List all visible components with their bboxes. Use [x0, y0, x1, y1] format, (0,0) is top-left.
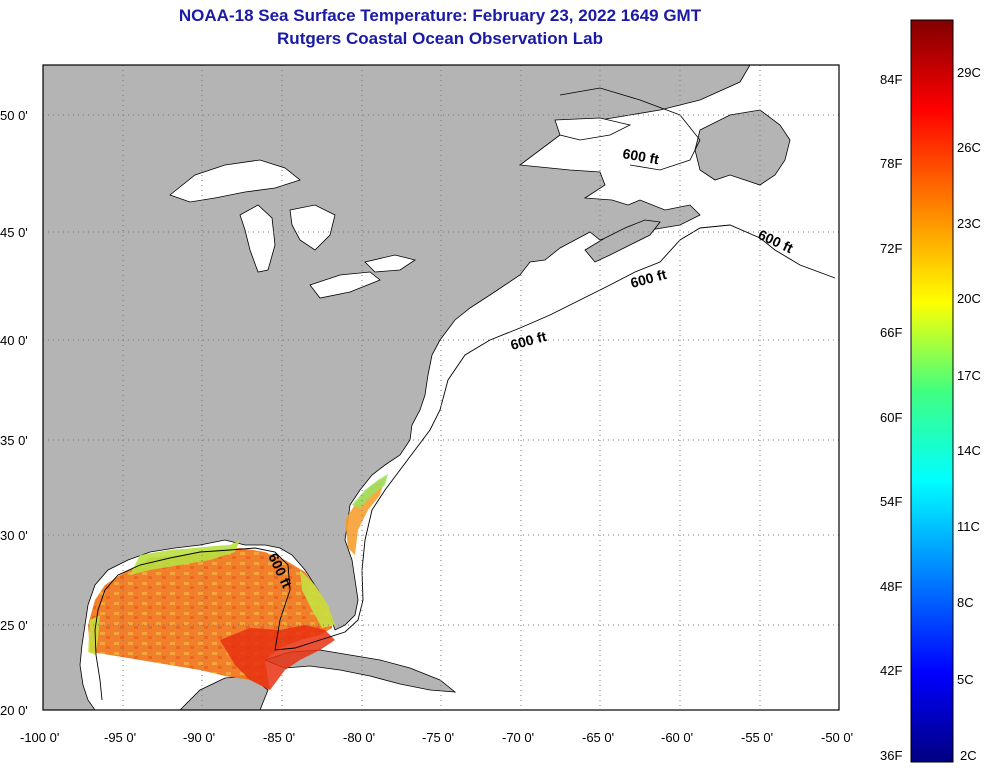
sst-atlantic-cool: [352, 474, 388, 508]
cb-c-label: 2C: [960, 748, 977, 763]
cb-c-label: 20C: [957, 291, 981, 306]
land-newfoundland: [694, 109, 791, 186]
map-subtitle: Rutgers Coastal Ocean Observation Lab: [277, 29, 603, 48]
lat-label: 20 0': [0, 703, 28, 718]
lat-label: 25 0': [0, 618, 28, 633]
lon-label: -90 0': [183, 730, 215, 745]
map-frame: [42, 64, 840, 711]
lon-label: -95 0': [104, 730, 136, 745]
cb-c-label: 8C: [957, 595, 974, 610]
lon-label: -85 0': [263, 730, 295, 745]
cb-f-label: 72F: [880, 241, 902, 256]
lon-label: -80 0': [343, 730, 375, 745]
cb-f-label: 84F: [880, 72, 902, 87]
colorbar-fahrenheit-labels: 84F 78F 72F 66F 60F 54F 48F 42F 36F: [880, 72, 902, 763]
cb-f-label: 42F: [880, 663, 902, 678]
lon-label: -70 0': [502, 730, 534, 745]
map-title: NOAA-18 Sea Surface Temperature: Februar…: [178, 6, 702, 25]
cb-f-label: 54F: [880, 494, 902, 509]
cb-f-label: 48F: [880, 579, 902, 594]
lon-label: -55 0': [741, 730, 773, 745]
lon-label: -65 0': [582, 730, 614, 745]
cb-f-label: 78F: [880, 156, 902, 171]
cb-c-label: 26C: [957, 140, 981, 155]
sst-gulf-cool: [130, 540, 240, 575]
sst-atlantic-coast: [345, 478, 385, 555]
land-nova-scotia: [584, 219, 661, 263]
longitude-labels: -100 0' -95 0' -90 0' -85 0' -80 0' -75 …: [20, 730, 853, 745]
cb-c-label: 11C: [957, 519, 980, 534]
lon-label: -100 0': [20, 730, 59, 745]
contour-label-1: 600 ft: [621, 145, 660, 167]
contour-600ft: [94, 224, 836, 701]
cb-c-label: 29C: [957, 65, 981, 80]
lat-label: 30 0': [0, 528, 28, 543]
lon-label: -50 0': [821, 730, 853, 745]
land-north-america: [43, 65, 751, 710]
cb-c-label: 5C: [957, 672, 974, 687]
great-lakes: [169, 117, 632, 299]
land-cuba: [263, 649, 457, 693]
lat-label: 45 0': [0, 225, 28, 240]
cb-c-label: 17C: [957, 368, 981, 383]
lat-label: 50 0': [0, 108, 28, 123]
cb-f-label: 36F: [880, 748, 902, 763]
cb-f-label: 60F: [880, 410, 902, 425]
colorbar-bar: [910, 19, 954, 763]
sst-gulf-warm: [220, 625, 335, 690]
sst-gulf-west: [88, 615, 100, 655]
cb-c-label: 14C: [957, 443, 981, 458]
latitude-labels: 50 0' 45 0' 40 0' 35 0' 30 0' 25 0' 20 0…: [0, 108, 28, 718]
lat-label: 40 0': [0, 333, 28, 348]
lon-label: -60 0': [661, 730, 693, 745]
colorbar: 84F 78F 72F 66F 60F 54F 48F 42F 36F 29C …: [880, 19, 981, 763]
lon-label: -75 0': [422, 730, 454, 745]
lat-label: 35 0': [0, 433, 28, 448]
cb-f-label: 66F: [880, 325, 902, 340]
colorbar-celsius-labels: 29C 26C 23C 20C 17C 14C 11C 8C 5C 2C: [957, 65, 981, 763]
cb-c-label: 23C: [957, 216, 981, 231]
sst-fl-shelf: [300, 570, 335, 628]
